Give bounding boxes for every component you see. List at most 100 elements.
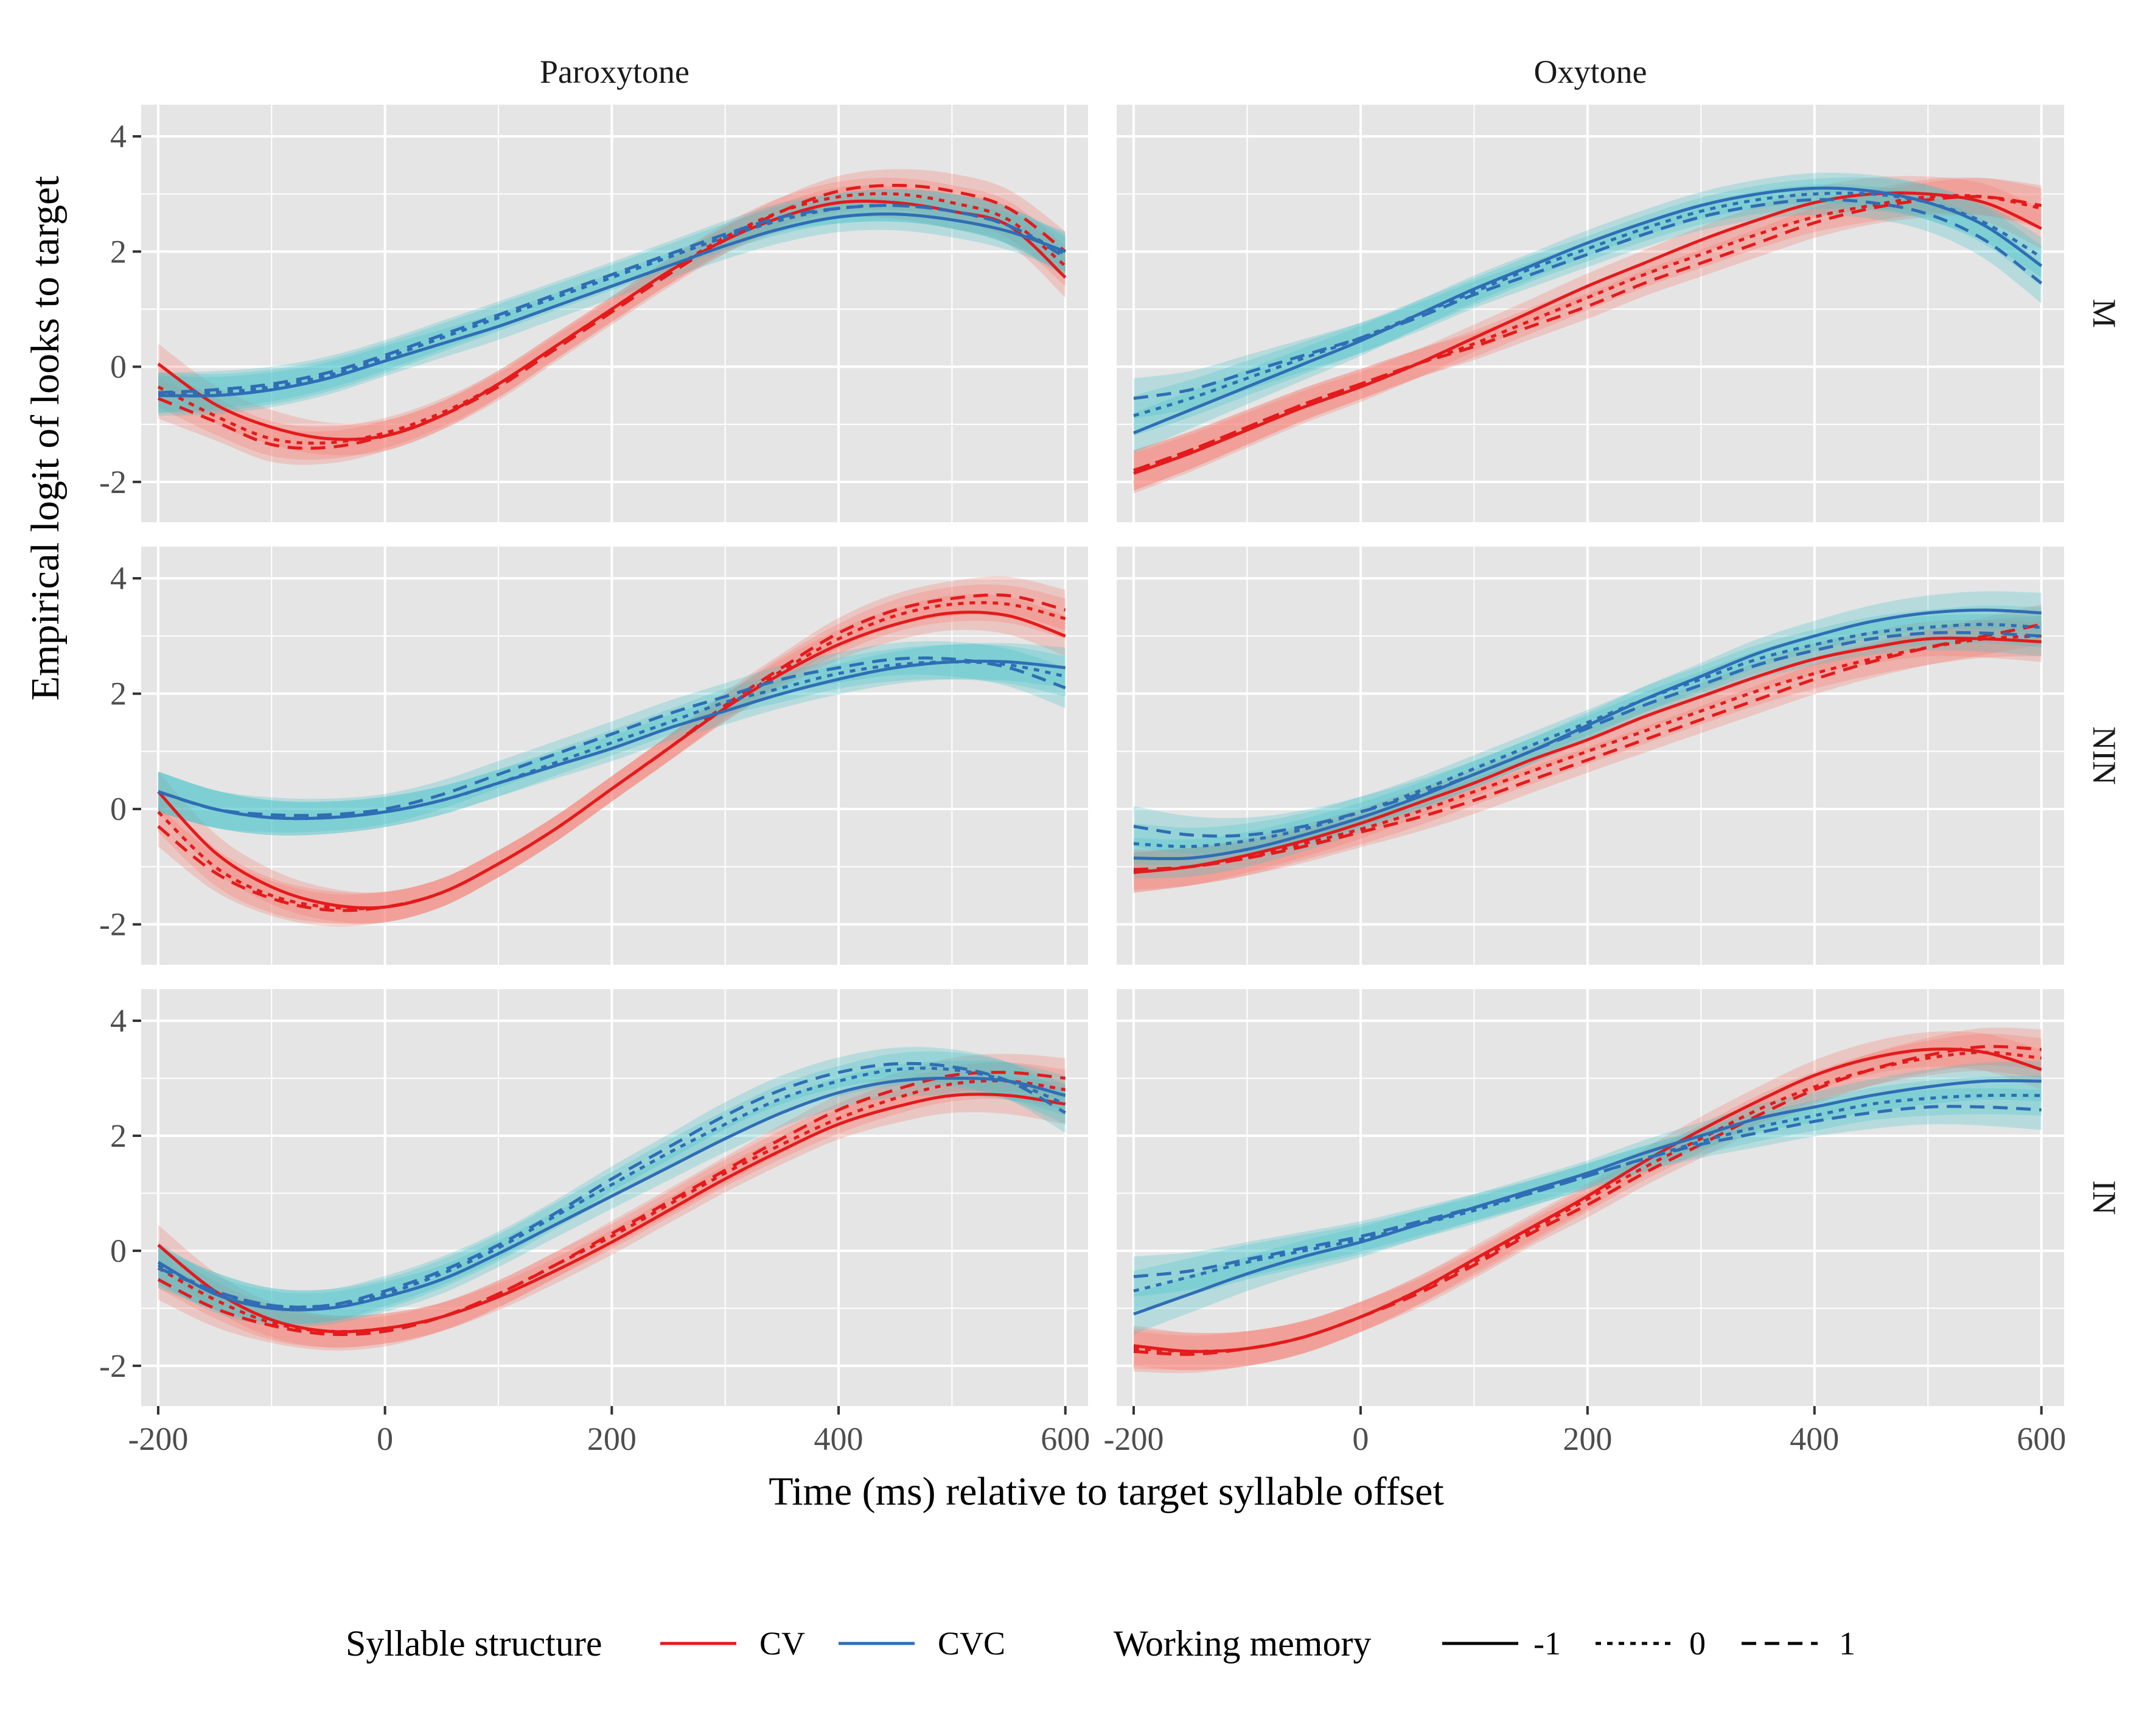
series-line-cv-wm0	[1133, 634, 2042, 874]
series-line-cvc-wm-1	[158, 659, 1066, 821]
legend-label-wm-neg1: -1	[1533, 1625, 1561, 1662]
y-tick-label: 0	[110, 1233, 127, 1269]
panel-background	[1117, 105, 2064, 522]
y-tick-label: -2	[99, 1348, 127, 1384]
ci-band-cvc-wm-1	[1134, 172, 2042, 453]
series-line-cvc-wm1	[158, 1062, 1066, 1309]
axes: -2 0 2 4 -2 0 2 4 -2 0 2 4 -200 0 200 400 600 -200 0 200 400…	[99, 118, 2066, 1457]
panel-oxytone-nin	[1117, 547, 2064, 965]
strip-label-oxytone: Oxytone	[1534, 54, 1647, 90]
legend-wm-title: Working memory	[1114, 1623, 1371, 1664]
legend-label-cv: CV	[759, 1625, 805, 1662]
series-line-cvc-wm-1	[158, 212, 1066, 398]
y-tick-label: 4	[110, 560, 127, 597]
x-tick-label: 600	[1041, 1421, 1090, 1457]
ci-band-cv-wm-1	[158, 594, 1066, 924]
legend-syllable-title: Syllable structure	[346, 1623, 602, 1664]
y-tick-label: 0	[110, 349, 127, 385]
x-tick-label: 0	[1352, 1421, 1369, 1457]
ci-band-cvc-wm0	[1134, 177, 2042, 436]
ci-band-cvc-wm0	[158, 644, 1066, 836]
series-line-cvc-wm1	[1133, 1105, 2042, 1278]
strip-label-nin: NIN	[2086, 727, 2123, 785]
ci-band-cv-wm-1	[158, 185, 1066, 456]
series-line-cvc-wm-1	[1133, 186, 2043, 435]
panel-background	[141, 105, 1088, 522]
series-line-cvc-wm1	[158, 656, 1066, 817]
x-tick-label: 0	[377, 1421, 393, 1457]
series-line-cv-wm1	[157, 593, 1066, 912]
y-tick-label: -2	[99, 464, 127, 500]
y-tick-label: 2	[110, 1118, 127, 1154]
y-tick-label: 4	[110, 118, 127, 155]
ci-band-cvc-wm-1	[1134, 591, 2042, 878]
y-axis-title: Empirical logit of looks to target	[23, 176, 68, 701]
ci-band-cvc-wm1	[158, 189, 1066, 413]
series-line-cv-wm0	[157, 601, 1066, 911]
series-line-cvc-wm1	[1133, 631, 2042, 838]
ci-band-cv-wm0	[158, 177, 1066, 460]
y-tick-label: -2	[99, 906, 127, 943]
series-line-cvc-wm1	[158, 203, 1066, 394]
x-tick-label: -200	[1103, 1421, 1163, 1457]
facet-strips: Paroxytone Oxytone M NIN IN	[540, 54, 2123, 1215]
ci-band-cv-wm0	[1134, 1034, 2042, 1371]
ci-band-cvc-wm0	[158, 189, 1066, 413]
series-line-cv-wm1	[157, 1071, 1066, 1336]
legend-label-wm-1: 1	[1839, 1625, 1855, 1662]
series-line-cv-wm-1	[157, 611, 1066, 910]
series-line-cv-wm0	[157, 1079, 1066, 1334]
strip-label-paroxytone: Paroxytone	[540, 54, 689, 90]
series-line-cv-wm0	[157, 192, 1067, 445]
panels	[141, 105, 2064, 1406]
panel-paroxytone-in	[141, 989, 1088, 1406]
series-line-cvc-wm1	[1133, 198, 2043, 401]
series-line-cvc-wm0	[1133, 623, 2042, 849]
series-line-cv-wm1	[1133, 195, 2042, 472]
ci-band-cv-wm0	[158, 584, 1066, 925]
series-line-cv-wm-1	[1133, 636, 2042, 874]
strip-label-m: M	[2086, 299, 2123, 328]
panel-paroxytone-nin	[141, 547, 1088, 965]
ci-band-cvc-wm-1	[158, 1060, 1066, 1327]
x-tick-label: 200	[1563, 1421, 1612, 1457]
x-tick-label: -200	[128, 1421, 188, 1457]
ci-band-cvc-wm0	[1134, 1075, 2042, 1312]
ci-band-cv-wm1	[158, 169, 1066, 465]
x-tick-label: 400	[1790, 1421, 1839, 1457]
series-line-cvc-wm-1	[1133, 608, 2042, 861]
panel-oxytone-in	[1117, 989, 2064, 1406]
legend: Syllable structure CV CVC Working memory…	[346, 1623, 1855, 1664]
series-line-cvc-wm0	[1133, 1093, 2042, 1293]
ci-band-cvc-wm-1	[1134, 1061, 2042, 1334]
x-tick-label: 200	[587, 1421, 637, 1457]
y-tick-label: 0	[110, 791, 127, 827]
x-tick-label: 600	[2017, 1421, 2066, 1457]
legend-label-wm-0: 0	[1689, 1625, 1706, 1662]
y-tick-label: 4	[110, 1002, 127, 1039]
panel-oxytone-m	[1117, 105, 2064, 522]
series-line-cv-wm1	[1133, 623, 2042, 872]
x-axis-title: Time (ms) relative to target syllable of…	[769, 1469, 1444, 1514]
y-tick-label: 2	[110, 676, 127, 712]
series-line-cvc-wm0	[1133, 191, 2042, 418]
series-line-cvc-wm-1	[157, 1076, 1066, 1312]
x-tick-label: 400	[814, 1421, 863, 1457]
strip-label-in: IN	[2086, 1180, 2123, 1215]
series-line-cvc-wm-1	[1133, 1079, 2042, 1316]
series-line-cvc-wm0	[158, 660, 1066, 821]
panel-background	[141, 989, 1088, 1406]
ci-band-cvc-wm0	[1134, 606, 2042, 866]
ci-band-cvc-wm1	[1134, 614, 2042, 855]
y-tick-label: 2	[110, 233, 127, 270]
ci-band-cvc-wm1	[158, 641, 1066, 833]
legend-label-cvc: CVC	[938, 1625, 1005, 1662]
series-line-cv-wm1	[158, 183, 1067, 450]
series-line-cvc-wm0	[157, 1066, 1066, 1309]
ci-band-cvc-wm-1	[158, 643, 1066, 836]
ci-band-cvc-wm1	[1134, 1088, 2042, 1297]
series-line-cv-wm1	[1133, 1044, 2042, 1356]
ci-band-cvc-wm0	[158, 1051, 1066, 1324]
panel-paroxytone-m	[141, 105, 1088, 522]
